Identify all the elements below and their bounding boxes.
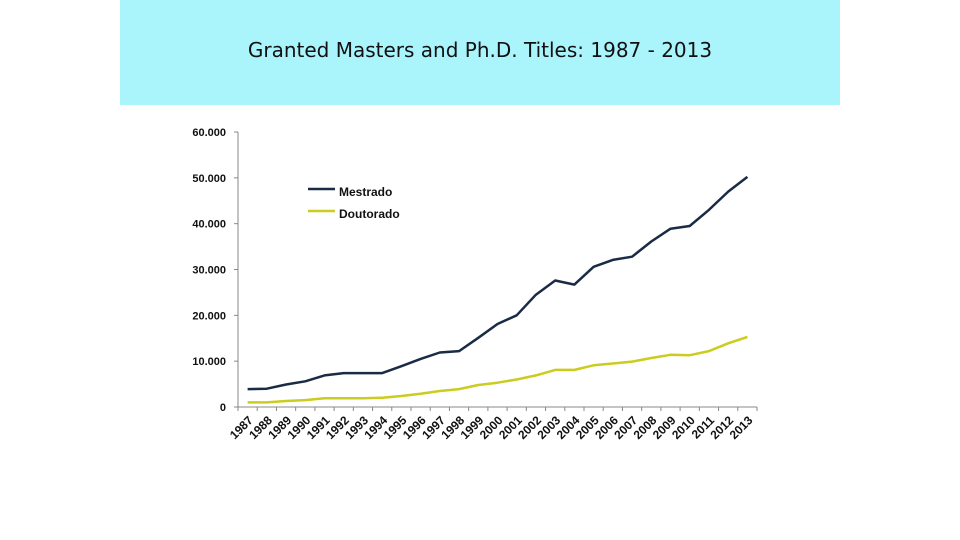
y-tick-label: 0: [220, 402, 226, 414]
y-tick-label: 40.000: [192, 219, 226, 231]
chart-title: Granted Masters and Ph.D. Titles: 1987 -…: [247, 38, 713, 62]
chart-axes: [237, 132, 757, 408]
x-axis-ticks: 1987198819891990199119921993199419951996…: [227, 407, 758, 442]
x-tick-label: 2013: [727, 413, 756, 442]
y-tick-label: 50.000: [192, 173, 226, 185]
y-tick-label: 20.000: [192, 310, 226, 322]
series-line-mestrado: [247, 175, 749, 391]
series-line-doutorado: [247, 335, 748, 404]
y-tick-label: 30.000: [192, 265, 226, 277]
y-tick-label: 10.000: [192, 356, 226, 368]
legend-label: Doutorado: [339, 207, 400, 221]
chart-legend: Mestrado Doutorado: [308, 185, 400, 221]
y-axis-ticks: 0 10.000 20.000 30.000 40.000 50.000 60.000: [192, 127, 238, 414]
y-tick-label: 60.000: [192, 127, 226, 139]
title-band: Granted Masters and Ph.D. Titles: 1987 -…: [120, 0, 840, 105]
chart-series: [247, 175, 749, 404]
legend-label: Mestrado: [339, 185, 392, 199]
